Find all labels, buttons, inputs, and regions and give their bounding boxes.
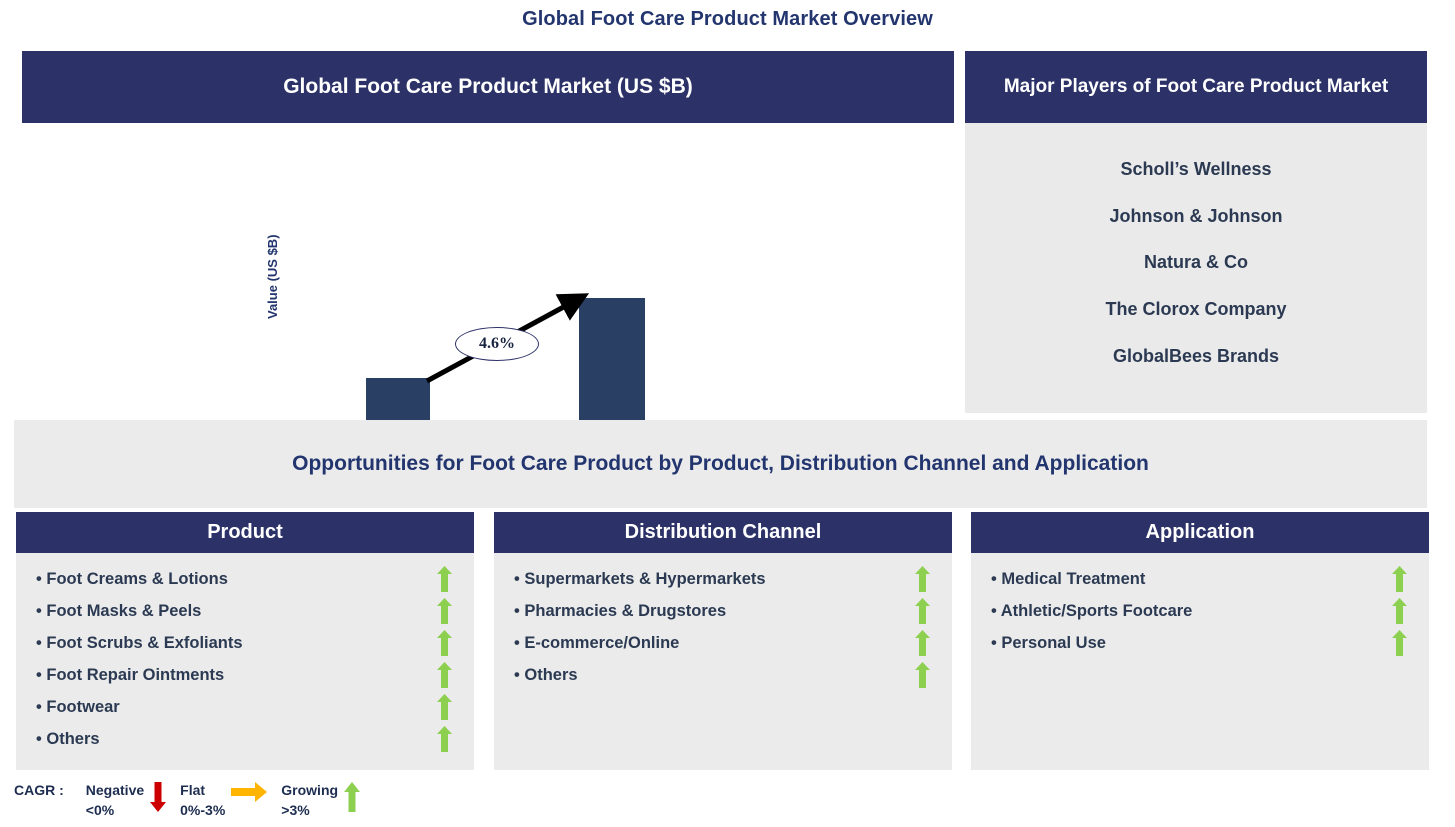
market-chart-body: Value (US $B) 4.6% 2024 2031 Source : Lu… bbox=[22, 123, 954, 532]
arrow-up-icon bbox=[1385, 566, 1413, 592]
player-item: The Clorox Company bbox=[1105, 299, 1287, 320]
player-item: Johnson & Johnson bbox=[1109, 205, 1283, 226]
list-item: Others bbox=[16, 723, 474, 755]
list-item-label: Others bbox=[36, 730, 430, 749]
page-title: Global Foot Care Product Market Overview bbox=[522, 8, 933, 30]
list-item-label: Supermarkets & Hypermarkets bbox=[514, 570, 908, 589]
list-item: Foot Masks & Peels bbox=[16, 595, 474, 627]
arrow-up-icon bbox=[430, 598, 458, 624]
arrow-down-icon bbox=[150, 782, 167, 812]
list-item-label: Footwear bbox=[36, 698, 430, 717]
arrow-up-icon bbox=[908, 630, 936, 656]
legend-range-negative: <0% bbox=[85, 802, 115, 819]
arrow-up-icon bbox=[430, 630, 458, 656]
cagr-callout: 4.6% bbox=[455, 327, 539, 361]
list-item: Pharmacies & Drugstores bbox=[494, 595, 952, 627]
list-item: Supermarkets & Hypermarkets bbox=[494, 563, 952, 595]
market-chart-header: Global Foot Care Product Market (US $B) bbox=[22, 51, 954, 123]
legend-item-growing: Growing >3% bbox=[281, 780, 368, 821]
chart-y-axis-label: Value (US $B) bbox=[265, 234, 280, 319]
legend-label-negative: Negative bbox=[85, 782, 145, 798]
legend-label-growing: Growing bbox=[281, 782, 339, 798]
legend-range-growing: >3% bbox=[281, 802, 310, 819]
player-item: GlobalBees Brands bbox=[1112, 346, 1280, 367]
market-chart-panel: Global Foot Care Product Market (US $B) … bbox=[22, 51, 954, 532]
list-item: Athletic/Sports Footcare bbox=[971, 595, 1429, 627]
list-item-label: Foot Scrubs & Exfoliants bbox=[36, 634, 430, 653]
legend-item-flat: Flat 0%-3% bbox=[180, 780, 275, 821]
list-item: Foot Scrubs & Exfoliants bbox=[16, 627, 474, 659]
list-item-label: Personal Use bbox=[991, 634, 1385, 653]
arrow-up-icon bbox=[1385, 598, 1413, 624]
list-item-label: Medical Treatment bbox=[991, 570, 1385, 589]
arrow-up-icon bbox=[908, 662, 936, 688]
list-item: Personal Use bbox=[971, 627, 1429, 659]
category-header-product: Product bbox=[16, 512, 474, 553]
category-column-product: Product Foot Creams & Lotions Foot Masks… bbox=[16, 512, 474, 770]
list-item-label: Foot Masks & Peels bbox=[36, 602, 430, 621]
category-list-application: Medical Treatment Athletic/Sports Footca… bbox=[971, 553, 1429, 770]
category-list-distribution-channel: Supermarkets & Hypermarkets Pharmacies &… bbox=[494, 553, 952, 770]
list-item-label: Athletic/Sports Footcare bbox=[991, 602, 1385, 621]
list-item: Footwear bbox=[16, 691, 474, 723]
legend-range-flat: 0%-3% bbox=[180, 802, 226, 819]
major-players-panel: Major Players of Foot Care Product Marke… bbox=[965, 51, 1427, 413]
arrow-up-icon bbox=[908, 566, 936, 592]
list-item-label: Others bbox=[514, 666, 908, 685]
list-item-label: Pharmacies & Drugstores bbox=[514, 602, 908, 621]
arrow-up-icon bbox=[1385, 630, 1413, 656]
arrow-up-icon bbox=[344, 782, 361, 812]
arrow-up-icon bbox=[430, 566, 458, 592]
cagr-value: 4.6% bbox=[479, 335, 515, 352]
major-players-list: Scholl’s Wellness Johnson & Johnson Natu… bbox=[965, 123, 1427, 413]
arrow-up-icon bbox=[430, 726, 458, 752]
category-column-distribution-channel: Distribution Channel Supermarkets & Hype… bbox=[494, 512, 952, 770]
list-item: Medical Treatment bbox=[971, 563, 1429, 595]
category-header-distribution-channel: Distribution Channel bbox=[494, 512, 952, 553]
major-players-header: Major Players of Foot Care Product Marke… bbox=[965, 51, 1427, 123]
list-item-label: Foot Repair Ointments bbox=[36, 666, 430, 685]
opportunities-banner-text: Opportunities for Foot Care Product by P… bbox=[292, 452, 1149, 475]
list-item: Others bbox=[494, 659, 952, 691]
arrow-up-icon bbox=[430, 662, 458, 688]
list-item-label: E-commerce/Online bbox=[514, 634, 908, 653]
category-column-application: Application Medical Treatment Athletic/S… bbox=[971, 512, 1429, 770]
arrow-up-icon bbox=[430, 694, 458, 720]
list-item: E-commerce/Online bbox=[494, 627, 952, 659]
cagr-legend: CAGR : Negative <0% Flat 0%-3% Growing >… bbox=[14, 780, 374, 821]
category-header-application: Application bbox=[971, 512, 1429, 553]
list-item: Foot Creams & Lotions bbox=[16, 563, 474, 595]
legend-label-flat: Flat bbox=[180, 782, 206, 798]
opportunities-banner: Opportunities for Foot Care Product by P… bbox=[14, 420, 1427, 508]
arrow-up-icon bbox=[908, 598, 936, 624]
category-list-product: Foot Creams & Lotions Foot Masks & Peels… bbox=[16, 553, 474, 770]
player-item: Natura & Co bbox=[1143, 252, 1248, 273]
legend-item-negative: Negative <0% bbox=[86, 780, 174, 821]
cagr-legend-title: CAGR : bbox=[14, 782, 64, 798]
list-item-label: Foot Creams & Lotions bbox=[36, 570, 430, 589]
arrow-right-icon bbox=[231, 782, 268, 802]
player-item: Scholl’s Wellness bbox=[1120, 158, 1272, 179]
list-item: Foot Repair Ointments bbox=[16, 659, 474, 691]
